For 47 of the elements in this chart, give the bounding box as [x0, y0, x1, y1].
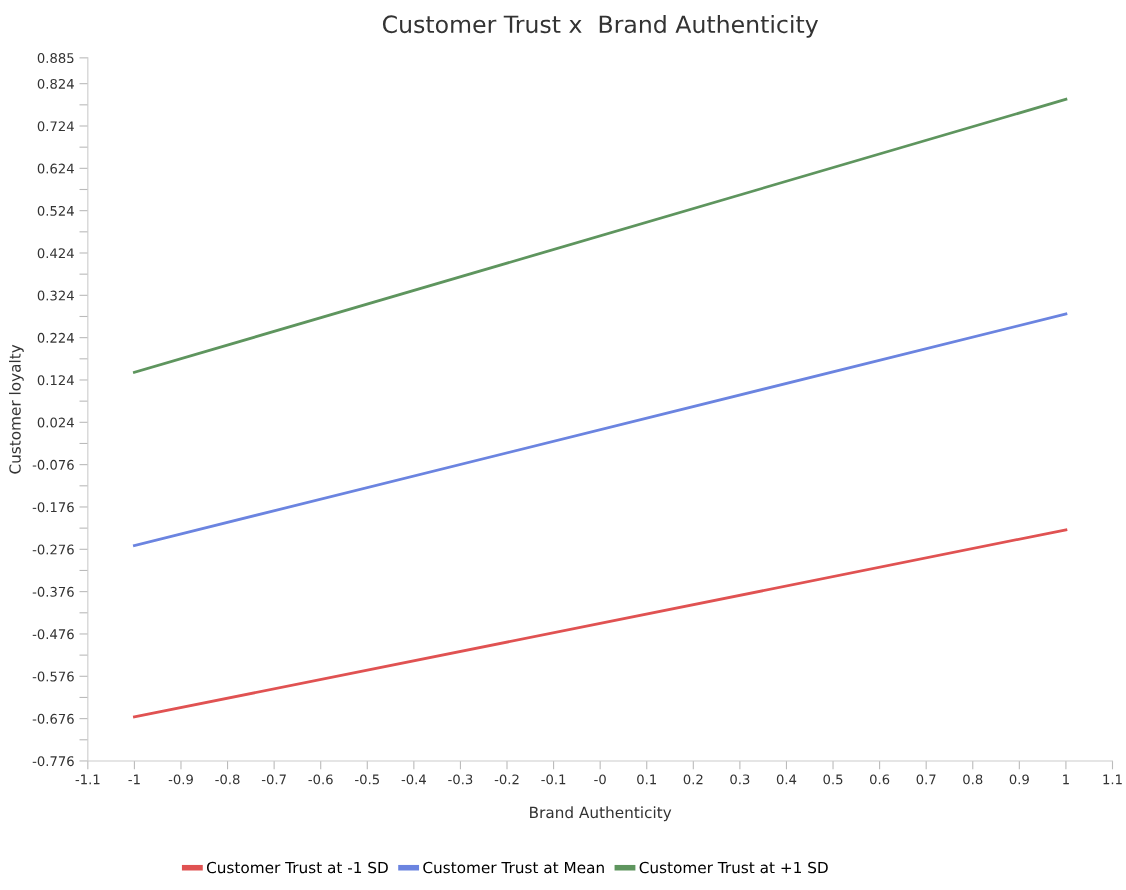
x-tick-label: 0.9 — [1009, 774, 1029, 785]
x-tick-label: -1.1 — [75, 774, 100, 785]
x-axis-title: Brand Authenticity — [530, 806, 672, 822]
legend-label: Customer Trust at +1 SD — [639, 861, 828, 874]
x-tick-label: 0.7 — [916, 774, 936, 785]
x-tick-label: -0.6 — [308, 774, 333, 785]
y-tick-label: 0.824 — [37, 78, 74, 89]
legend-label: Customer Trust at -1 SD — [206, 861, 388, 874]
y-tick-label: 0.424 — [37, 248, 74, 259]
y-tick-label: 0.024 — [37, 417, 74, 428]
x-tick-label: 0.3 — [730, 774, 750, 785]
y-tick-label: 0.524 — [37, 205, 74, 216]
x-tick-label: -0.7 — [261, 774, 286, 785]
chart-title: Customer Trust x Brand Authenticity — [382, 14, 819, 38]
x-tick-label: 1 — [1063, 774, 1069, 785]
x-tick-label: -1 — [128, 774, 140, 785]
x-tick-label: -0.8 — [215, 774, 240, 785]
y-tick-label: 0.124 — [37, 375, 74, 386]
x-tick-label: -0.2 — [494, 774, 519, 785]
x-tick-label: -0.3 — [448, 774, 473, 785]
x-tick-label: 0.6 — [869, 774, 890, 785]
x-tick-label: -0 — [594, 774, 606, 785]
y-tick-label: -0.276 — [32, 544, 74, 555]
y-tick-label: -0.376 — [32, 586, 74, 597]
y-tick-label: -0.076 — [32, 459, 74, 470]
y-tick-label: 0.224 — [37, 332, 74, 343]
y-tick-label: 0.885 — [37, 53, 74, 64]
y-tick-label: -0.476 — [32, 629, 74, 640]
x-tick-label: -0.9 — [168, 774, 193, 785]
legend-label: Customer Trust at Mean — [423, 861, 604, 874]
y-tick-label: -0.676 — [32, 713, 74, 724]
x-tick-label: -0.4 — [401, 774, 426, 785]
x-tick-label: 0.5 — [823, 774, 843, 785]
x-tick-label: 1.1 — [1103, 774, 1122, 785]
x-tick-label: -0.5 — [355, 774, 379, 785]
x-tick-label: 0.8 — [963, 774, 983, 785]
x-tick-label: -0.1 — [541, 774, 566, 785]
x-tick-label: 0.2 — [683, 774, 703, 785]
y-tick-label: -0.576 — [32, 671, 74, 682]
x-tick-label: 0.4 — [776, 774, 797, 785]
y-tick-label: 0.324 — [37, 290, 74, 301]
x-tick-label: 0.1 — [637, 774, 657, 785]
y-tick-label: 0.724 — [37, 121, 74, 132]
y-tick-label: -0.176 — [32, 502, 74, 513]
y-tick-label: 0.624 — [37, 163, 74, 174]
y-axis-title: Customer loyalty — [8, 344, 24, 474]
y-tick-label: -0.776 — [32, 756, 74, 767]
